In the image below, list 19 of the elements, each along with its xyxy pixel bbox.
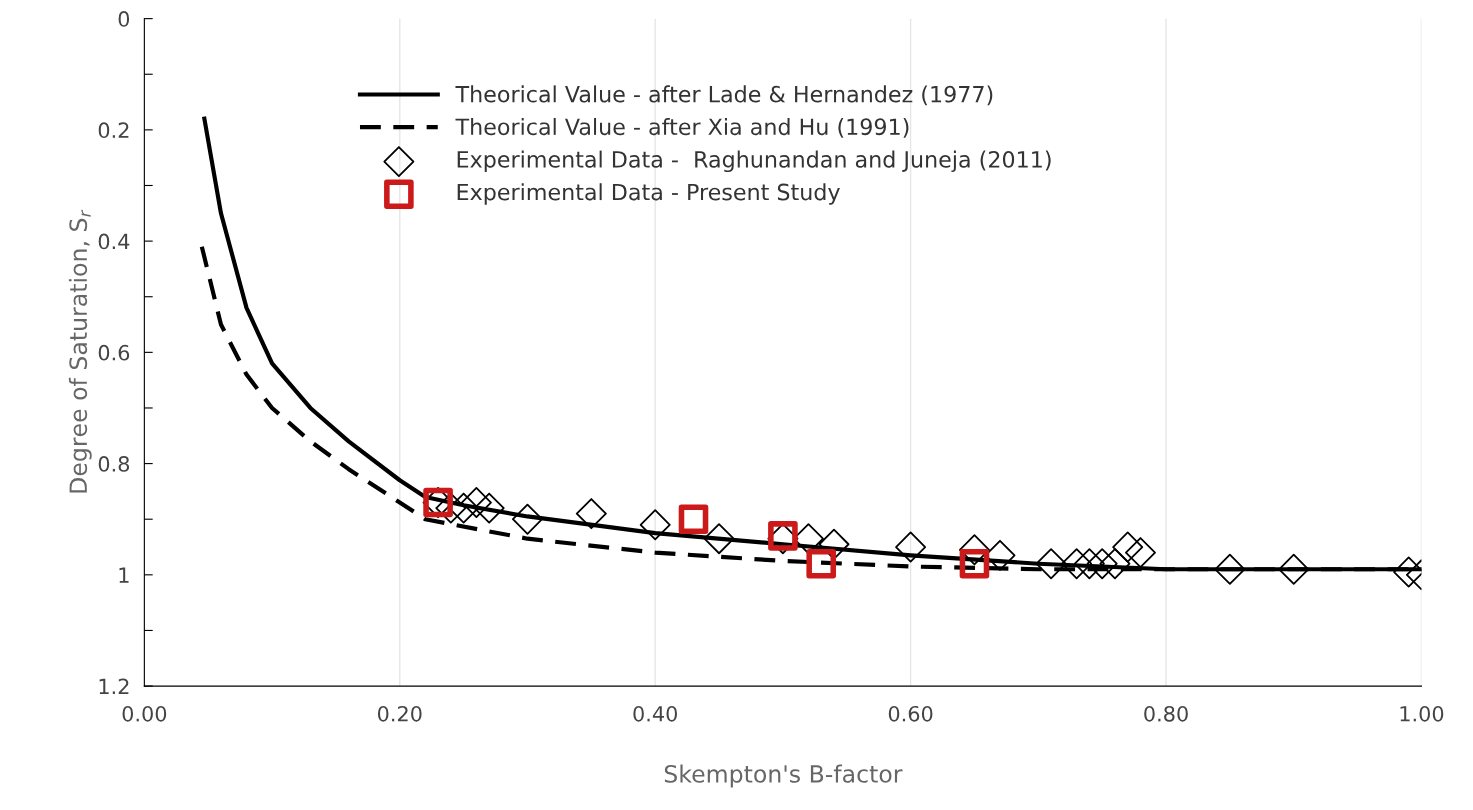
x-tick-label: 1.00 (1400, 705, 1444, 722)
y-tick-label: 1 (119, 567, 129, 583)
x-tick-label: 0.80 (1144, 705, 1188, 722)
y-tick-label: 0.6 (98, 344, 130, 361)
x-tick-label: 0.40 (633, 705, 677, 722)
x-axis-title: Skempton's B-factor (664, 764, 903, 788)
y-axis-title: Degree of Saturation, S$_{r}$ (68, 209, 92, 493)
legend-label: Experimental Data - Raghunandan and Juneja (2011) (457, 150, 1051, 173)
y-tick-label: 0.4 (98, 233, 130, 250)
y-tick-label: 0 (118, 11, 130, 27)
x-tick-label: 0.00 (122, 705, 167, 722)
y-tick-label: 1.2 (99, 678, 129, 694)
y-tick-label: 0.8 (98, 456, 130, 472)
legend-label: Theorical Value - after Lade & Hernandez (1977) (455, 85, 993, 106)
legend-label: Theorical Value - after Xia and Hu (1991) (455, 117, 909, 138)
x-tick-label: 0.60 (888, 705, 933, 722)
y-tick-label: 0.2 (98, 122, 129, 139)
legend-label: Experimental Data - Present Study (457, 183, 840, 205)
x-tick-label: 0.20 (377, 705, 422, 722)
